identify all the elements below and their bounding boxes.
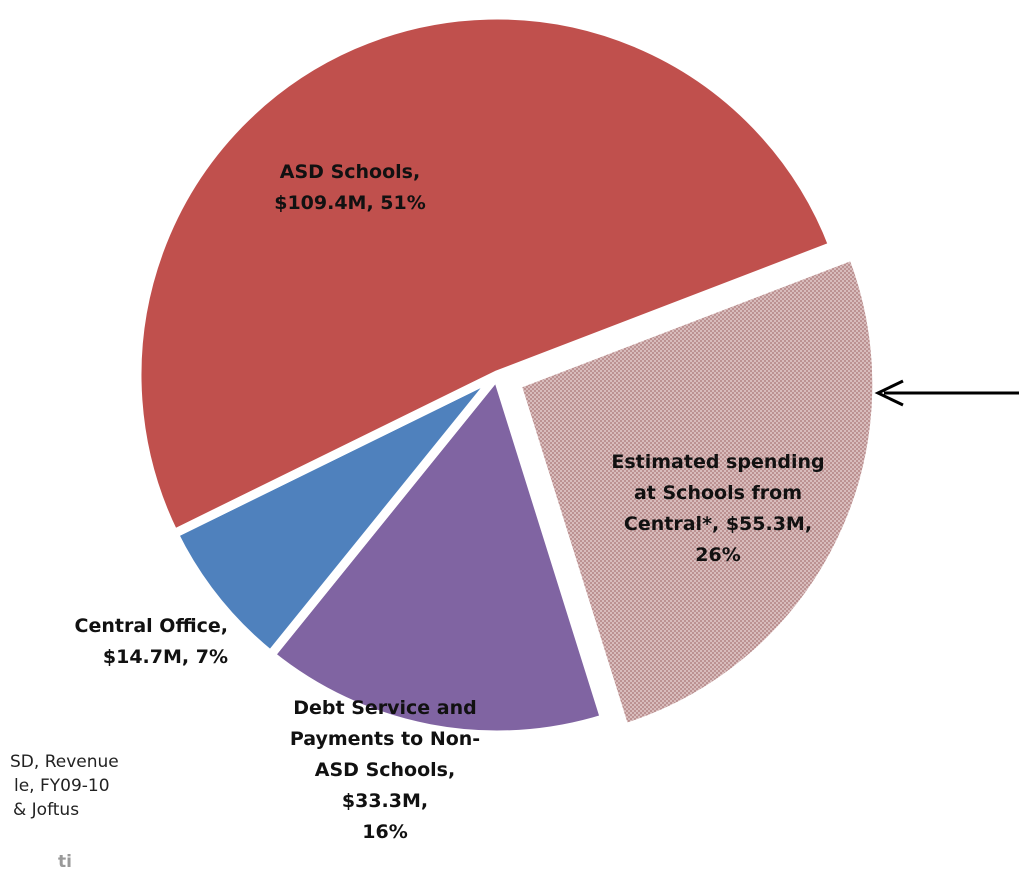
pie-slice-asd-schools xyxy=(132,10,839,540)
label-line: 26% xyxy=(695,544,741,566)
source-note-line: le, FY09-10 xyxy=(14,776,110,796)
label-line: ASD Schools, xyxy=(314,759,456,781)
label-line: at Schools from xyxy=(633,482,803,504)
pie-slice-central-office xyxy=(167,370,501,662)
label-line: $33.3M, xyxy=(341,790,429,812)
slice-label-asd-schools: ASD Schools, $109.4M, 51% xyxy=(240,157,460,219)
source-note-line: SD, Revenue xyxy=(10,752,119,772)
label-line: 16% xyxy=(362,821,408,843)
slice-label-debt-service: Debt Service and Payments to Non- ASD Sc… xyxy=(250,693,520,848)
label-line: ASD Schools, xyxy=(279,161,421,183)
label-line: $109.4M, 51% xyxy=(274,192,426,214)
label-line: $14.7M, 7% xyxy=(102,646,228,668)
source-note: SD, Revenue le, FY09-10 & Joftus xyxy=(0,750,119,822)
source-note-line: & Joftus xyxy=(13,800,80,820)
label-line: Estimated spending xyxy=(611,451,825,473)
pie-slice-estimated-spending xyxy=(511,249,882,734)
source-note-fragment: ti xyxy=(58,852,72,872)
slice-label-central-office: Central Office, $14.7M, 7% xyxy=(0,611,228,673)
label-line: Central Office, xyxy=(74,615,228,637)
slice-label-estimated-spending: Estimated spending at Schools from Centr… xyxy=(570,447,866,571)
arrow-indicator xyxy=(874,379,1019,407)
label-line: Debt Service and xyxy=(293,697,477,719)
label-line: Payments to Non- xyxy=(289,728,481,750)
pie-slice-debt-service xyxy=(264,365,611,740)
label-line: Central*, $55.3M, xyxy=(623,513,813,535)
